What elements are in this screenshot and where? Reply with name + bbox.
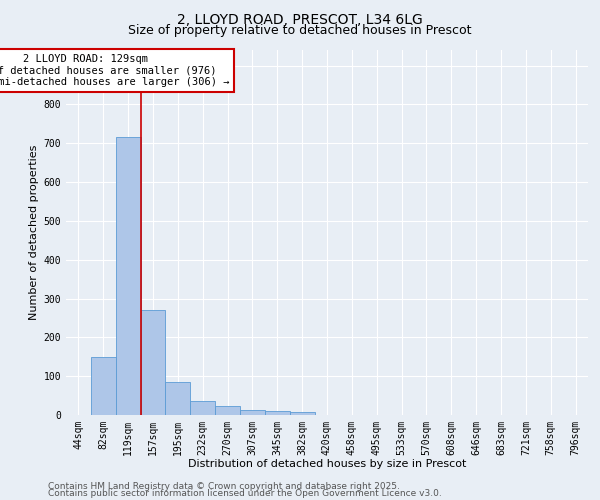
Bar [116, 138, 140, 415]
Bar [140, 310, 166, 415]
Text: Contains public sector information licensed under the Open Government Licence v3: Contains public sector information licen… [48, 489, 442, 498]
Bar [166, 382, 190, 415]
Bar [215, 406, 240, 415]
Text: Contains HM Land Registry data © Crown copyright and database right 2025.: Contains HM Land Registry data © Crown c… [48, 482, 400, 491]
Bar [290, 412, 314, 415]
Bar [91, 357, 116, 415]
Text: Size of property relative to detached houses in Prescot: Size of property relative to detached ho… [128, 24, 472, 37]
Bar [190, 402, 215, 415]
Bar [240, 410, 265, 415]
Text: 2, LLOYD ROAD, PRESCOT, L34 6LG: 2, LLOYD ROAD, PRESCOT, L34 6LG [177, 12, 423, 26]
Y-axis label: Number of detached properties: Number of detached properties [29, 145, 40, 320]
Text: 2 LLOYD ROAD: 129sqm
← 76% of detached houses are smaller (976)
24% of semi-deta: 2 LLOYD ROAD: 129sqm ← 76% of detached h… [0, 54, 229, 87]
X-axis label: Distribution of detached houses by size in Prescot: Distribution of detached houses by size … [188, 460, 466, 469]
Bar [265, 411, 290, 415]
